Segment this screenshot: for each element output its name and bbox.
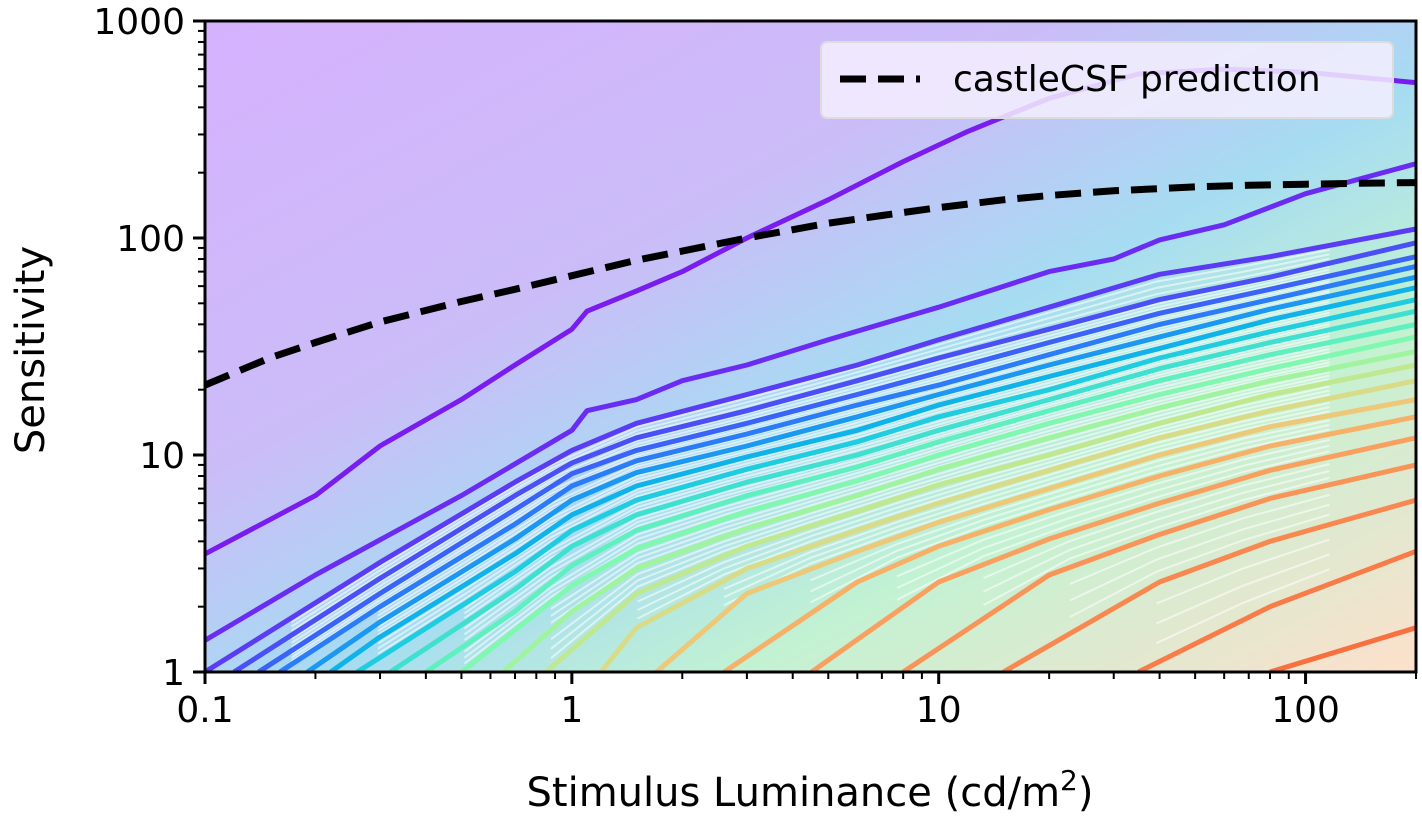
contour-minor-line [723, 406, 1330, 599]
contour-minor-line [463, 323, 1330, 615]
y-tick-label: 1000 [93, 2, 185, 43]
contour-minor-line [1156, 568, 1330, 645]
contour-minor-line [550, 374, 1330, 650]
contour-line-12 [501, 349, 1416, 672]
contour-minor-line [550, 361, 1330, 617]
contour-minor-line [810, 428, 1330, 604]
contour-minor-line [810, 423, 1330, 593]
contour-line-8 [355, 297, 1416, 672]
contour-line-4 [257, 254, 1416, 672]
contour-line-2 [205, 226, 1416, 672]
x-tick-label: 0.1 [176, 690, 233, 731]
contour-minor-line [550, 371, 1330, 641]
contour-minor-line [1069, 503, 1330, 602]
legend-label: castleCSF prediction [953, 59, 1321, 100]
contour-line-15 [654, 397, 1416, 672]
contour-minor-line [463, 344, 1330, 653]
contour-minor-line [377, 297, 1330, 628]
contour-minor-line [290, 265, 1330, 640]
contour-minor-line [983, 476, 1330, 606]
contour-minor-line [463, 331, 1330, 630]
contour-minor-line [290, 253, 1330, 628]
contour-line-7 [329, 285, 1416, 672]
series-lines [205, 179, 1416, 389]
contour-line-9 [388, 308, 1416, 672]
legend-box [820, 41, 1394, 119]
contour-line-3 [232, 240, 1416, 672]
contour-minor-line [1156, 553, 1330, 625]
contour-line-11 [459, 334, 1416, 672]
contour-line-16 [722, 414, 1416, 672]
contour-minor-line [290, 248, 1330, 624]
contour-line-18 [901, 462, 1416, 672]
y-tick-label: 100 [116, 219, 185, 260]
contour-minor-line [290, 280, 1330, 659]
contour-line-20 [1137, 548, 1416, 672]
contour-minor-line [896, 444, 1330, 589]
x-axis-label: Stimulus Luminance (cd/m2) [527, 764, 1094, 816]
plot-frame [203, 19, 1418, 674]
contour-minor-line [723, 401, 1330, 590]
contour-minor-line [637, 385, 1330, 603]
x-tick-label: 1 [560, 690, 583, 731]
legend: castleCSF prediction [820, 41, 1394, 119]
contour-line-17 [810, 435, 1416, 672]
contour-minor-line [550, 364, 1330, 624]
y-axis-ticks: 1 10 100 1000 [93, 2, 205, 694]
y-tick-label: 10 [139, 436, 185, 477]
contour-line-19 [1002, 497, 1416, 672]
x-axis-ticks: 0.1 1 10 100 [176, 672, 1417, 731]
contour-lines [205, 66, 1416, 672]
x-tick-label: 10 [916, 690, 962, 731]
contour-minor-line [377, 311, 1330, 650]
contour-minor-line [983, 470, 1330, 593]
contour-minor-line [290, 282, 1330, 662]
contour-minor-line [550, 358, 1330, 610]
contour-minor-line [983, 463, 1330, 580]
contour-minor-line [377, 303, 1330, 636]
series-line-castlecsf [205, 179, 1416, 389]
contour-minor-line [290, 271, 1330, 648]
contour-line-1 [205, 161, 1416, 643]
y-axis-label: Sensitivity [8, 246, 54, 454]
y-tick-label: 1 [162, 653, 185, 694]
contour-minor-line [810, 419, 1330, 582]
contour-line-13 [544, 362, 1416, 672]
contour-minor-line [1156, 538, 1330, 605]
contour-minor-line [463, 320, 1330, 610]
contour-minor-line [637, 393, 1330, 620]
contour-minor-line [463, 348, 1330, 659]
contour-minor-line [637, 389, 1330, 612]
contour-minor-line [550, 378, 1330, 659]
contour-minor-line [896, 438, 1330, 578]
contour-line-14 [598, 378, 1416, 672]
plot-area [203, 19, 1418, 674]
contour-minor-line [723, 410, 1330, 607]
contour-minor-line [896, 450, 1330, 601]
contour-minor-line [290, 257, 1330, 632]
contour-line-6 [305, 274, 1416, 672]
contour-line-21 [1269, 625, 1416, 672]
contour-line-5 [278, 263, 1416, 672]
contour-line-10 [424, 321, 1416, 672]
contour-minor-line [463, 335, 1330, 636]
contour-minor-line [1069, 493, 1330, 585]
contour-minor-line [377, 292, 1330, 621]
contour-minor-line [377, 287, 1330, 613]
contour-minor-line [463, 351, 1330, 665]
contour-minor-line [1069, 513, 1330, 618]
contour-minor-line [290, 277, 1330, 656]
x-tick-label: 100 [1271, 690, 1340, 731]
contour-minor-line [377, 300, 1330, 632]
contour-minor-line [290, 268, 1330, 644]
contour-minor-line [377, 290, 1330, 617]
